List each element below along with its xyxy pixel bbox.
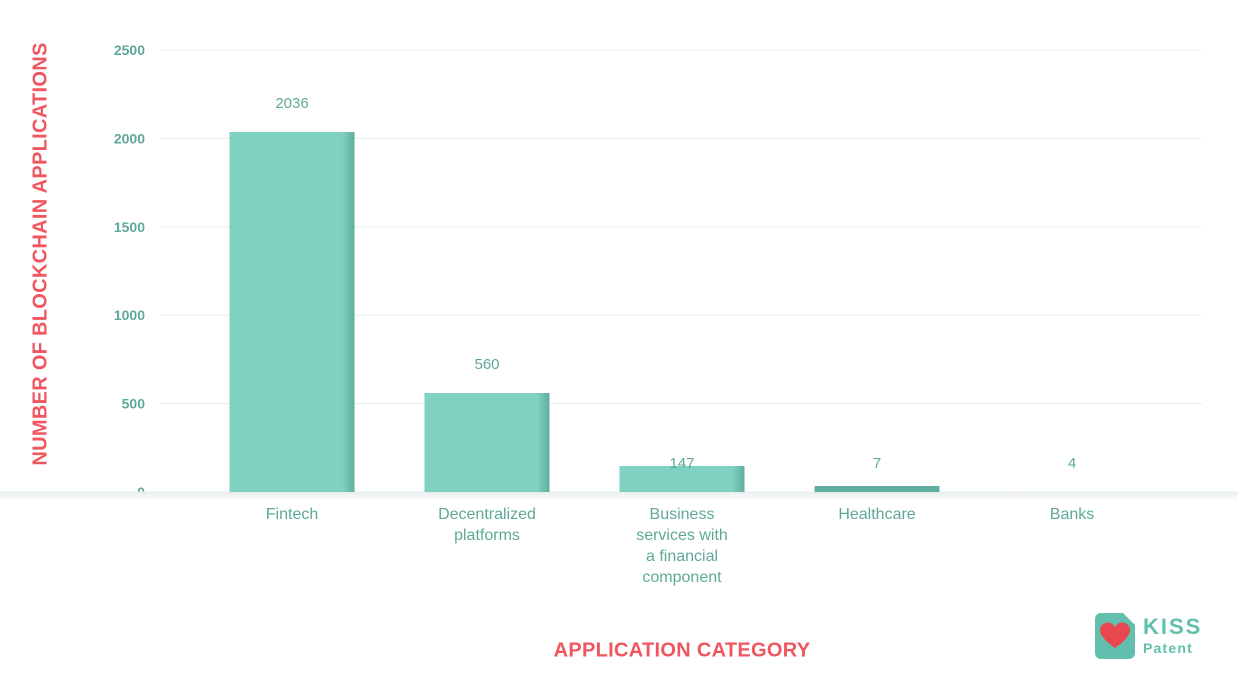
x-tick-label-0: Fintech [266,506,318,523]
x-tick-label-1: Decentralized platforms [438,506,536,544]
data-label-2: 147 [669,455,694,472]
y-tick-label: 1000 [114,307,145,323]
heart-icon [1095,613,1135,659]
x-tick-label-2: Business services with a financial componen… [636,506,728,586]
baseline-shadow [0,492,1238,501]
data-label-3: 7 [873,455,881,472]
kiss-patent-logo: KISS Patent [1095,613,1205,661]
bar-0 [229,132,355,492]
y-axis-title: NUMBER OF BLOCKCHAIN APPLICATIONS [29,42,52,466]
y-tick-label: 500 [122,396,146,412]
bar-3 [814,486,940,492]
logo-text-patent: Patent [1143,640,1193,656]
bar-2 [619,466,745,492]
y-tick-label: 1500 [114,219,145,235]
data-label-0: 2036 [275,95,308,112]
x-axis-title: APPLICATION CATEGORY [553,639,811,662]
data-label-4: 4 [1068,455,1076,472]
y-tick-label: 2500 [114,42,145,58]
bar-1 [424,392,550,492]
x-tick-label-4: Banks [1050,506,1094,523]
y-tick-label: 2000 [114,130,145,146]
x-tick-label-3: Healthcare [838,506,915,523]
logo-text-kiss: KISS [1143,614,1203,639]
data-label-1: 560 [474,356,499,373]
